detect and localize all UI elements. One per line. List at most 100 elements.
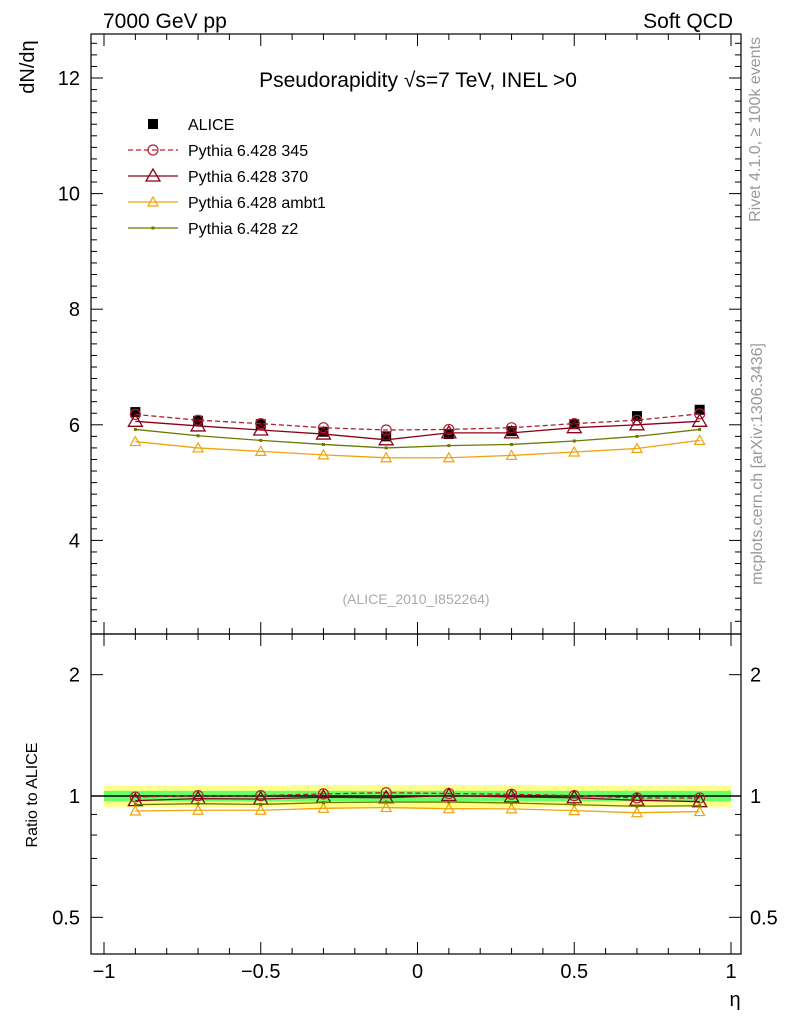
data-point-pythia-6-428-z2 xyxy=(384,446,388,450)
series-line-pythia-6-428-ambt1 xyxy=(135,806,700,814)
data-point-pythia-6-428-370 xyxy=(252,421,269,436)
x-tick-labels: −1 −0.5 0 0.5 1 xyxy=(93,961,737,983)
ratio-y-tick-labels: 0.5 0.5 1 1 2 2 xyxy=(52,665,778,930)
data-point-pythia-6-428-ambt1 xyxy=(317,802,330,813)
data-point-pythia-6-428-345 xyxy=(192,414,204,426)
data-point-pythia-6-428-ambt1 xyxy=(129,435,142,447)
legend-label: ALICE xyxy=(188,117,234,134)
y-tick-label: 1 xyxy=(69,786,80,808)
legend-marker xyxy=(146,195,160,207)
series-line-pythia-6-428-370 xyxy=(135,794,700,803)
data-point-pythia-6-428-370 xyxy=(127,413,144,427)
legend-marker xyxy=(144,167,162,182)
data-point-alice xyxy=(631,411,642,422)
y-tick-label: 2 xyxy=(69,665,80,687)
x-axis-label: η xyxy=(729,989,740,1011)
data-point-pythia-6-428-ambt1 xyxy=(129,804,142,816)
data-point-pythia-6-428-z2 xyxy=(447,800,451,804)
data-point-pythia-6-428-z2 xyxy=(321,801,325,805)
data-point-pythia-6-428-ambt1 xyxy=(568,445,581,457)
data-point-pythia-6-428-z2 xyxy=(133,427,137,431)
legend-marker xyxy=(151,226,155,230)
data-point-pythia-6-428-ambt1 xyxy=(192,441,205,453)
legend-item-pythia-6-428-370: Pythia 6.428 370 xyxy=(128,167,308,186)
main-plot-panel: 4 6 8 10 12 dN/dη Pseudorapidity √s=7 TeV, I… xyxy=(17,33,742,635)
data-point-pythia-6-428-z2 xyxy=(510,801,514,805)
data-point-pythia-6-428-345 xyxy=(317,422,330,434)
data-point-pythia-6-428-345 xyxy=(694,792,706,804)
ratio-plot-frame xyxy=(90,633,742,955)
data-point-pythia-6-428-ambt1 xyxy=(568,804,581,816)
data-point-pythia-6-428-370 xyxy=(503,424,520,439)
data-point-pythia-6-428-ambt1 xyxy=(380,451,393,463)
data-point-alice xyxy=(381,431,392,442)
data-point-pythia-6-428-z2 xyxy=(384,800,388,804)
data-point-pythia-6-428-345 xyxy=(255,790,267,802)
legend-label: Pythia 6.428 370 xyxy=(188,169,308,186)
rivet-label: Rivet 4.1.0, ≥ 100k events xyxy=(747,37,764,222)
data-point-pythia-6-428-ambt1 xyxy=(630,806,643,818)
data-point-pythia-6-428-ambt1 xyxy=(254,445,267,456)
data-point-alice xyxy=(506,426,517,437)
data-point-pythia-6-428-370 xyxy=(378,431,395,446)
data-point-pythia-6-428-345 xyxy=(129,791,141,803)
data-point-alice xyxy=(694,404,705,415)
data-point-pythia-6-428-ambt1 xyxy=(505,449,518,461)
legend: ALICE Pythia 6.428 345 Pythia 6.428 370 Pyt… xyxy=(128,117,326,238)
legend-item-pythia-6-428-345: Pythia 6.428 345 xyxy=(128,143,308,160)
y-tick-label: 6 xyxy=(69,415,80,437)
data-point-alice xyxy=(193,415,204,426)
series-pythia-6-428-ambt1 xyxy=(129,801,706,818)
y-tick-label: 0.5 xyxy=(52,907,80,929)
ratio-series-group xyxy=(127,787,708,818)
ratio-uncertainty-bands xyxy=(91,784,741,808)
ratio-plot-ticks xyxy=(91,634,741,954)
x-tick-label: −0.5 xyxy=(241,961,280,983)
series-pythia-6-428-z2 xyxy=(133,800,702,808)
data-point-pythia-6-428-ambt1 xyxy=(442,802,455,814)
series-pythia-6-428-ambt1 xyxy=(129,434,706,463)
main-plot-ticks xyxy=(91,34,741,634)
main-y-axis-label: dN/dη xyxy=(17,40,39,93)
mcplots-label: mcplots.cern.ch [arXiv:1306.3436] xyxy=(749,343,766,585)
series-pythia-6-428-345 xyxy=(129,408,706,436)
y-tick-label: 4 xyxy=(69,530,80,552)
data-point-pythia-6-428-345 xyxy=(443,423,455,436)
data-point-pythia-6-428-z2 xyxy=(510,442,514,446)
data-point-pythia-6-428-z2 xyxy=(635,804,639,808)
data-point-pythia-6-428-z2 xyxy=(259,802,263,806)
data-point-pythia-6-428-370 xyxy=(566,419,583,434)
ratio-y-axis-label: Ratio to ALICE xyxy=(24,743,41,848)
legend-marker xyxy=(147,144,159,156)
series-line-pythia-6-428-345 xyxy=(135,413,700,431)
data-point-pythia-6-428-z2 xyxy=(572,803,576,807)
legend-label: Pythia 6.428 345 xyxy=(188,143,308,160)
main-series-group xyxy=(127,404,708,463)
data-point-pythia-6-428-z2 xyxy=(698,804,702,808)
y-tick-label-right: 2 xyxy=(750,665,761,687)
analysis-watermark: (ALICE_2010_I852264) xyxy=(342,591,489,607)
data-point-pythia-6-428-370 xyxy=(628,416,646,431)
data-point-alice xyxy=(130,407,141,418)
legend-item-pythia-6-428-z2: Pythia 6.428 z2 xyxy=(128,221,298,238)
y-tick-label: 10 xyxy=(58,184,80,206)
data-point-alice xyxy=(569,419,580,430)
y-tick-label-right: 1 xyxy=(750,786,761,808)
data-point-pythia-6-428-ambt1 xyxy=(630,442,643,454)
y-tick-label-right: 0.5 xyxy=(750,907,778,929)
data-point-pythia-6-428-z2 xyxy=(259,438,263,442)
x-tick-label: 0.5 xyxy=(560,961,588,983)
legend-item-alice: ALICE xyxy=(148,117,234,134)
data-point-pythia-6-428-ambt1 xyxy=(693,805,706,817)
data-point-pythia-6-428-ambt1 xyxy=(317,448,330,460)
data-point-pythia-6-428-ambt1 xyxy=(693,434,706,446)
series-line-pythia-6-428-370 xyxy=(135,420,700,441)
x-tick-label: −1 xyxy=(93,961,116,983)
data-point-pythia-6-428-345 xyxy=(694,408,706,420)
series-line-pythia-6-428-ambt1 xyxy=(135,439,700,459)
data-point-pythia-6-428-z2 xyxy=(196,434,200,438)
data-point-pythia-6-428-z2 xyxy=(572,439,576,443)
data-point-pythia-6-428-z2 xyxy=(133,803,137,807)
y-tick-label: 12 xyxy=(58,68,80,90)
data-point-pythia-6-428-ambt1 xyxy=(254,803,267,815)
